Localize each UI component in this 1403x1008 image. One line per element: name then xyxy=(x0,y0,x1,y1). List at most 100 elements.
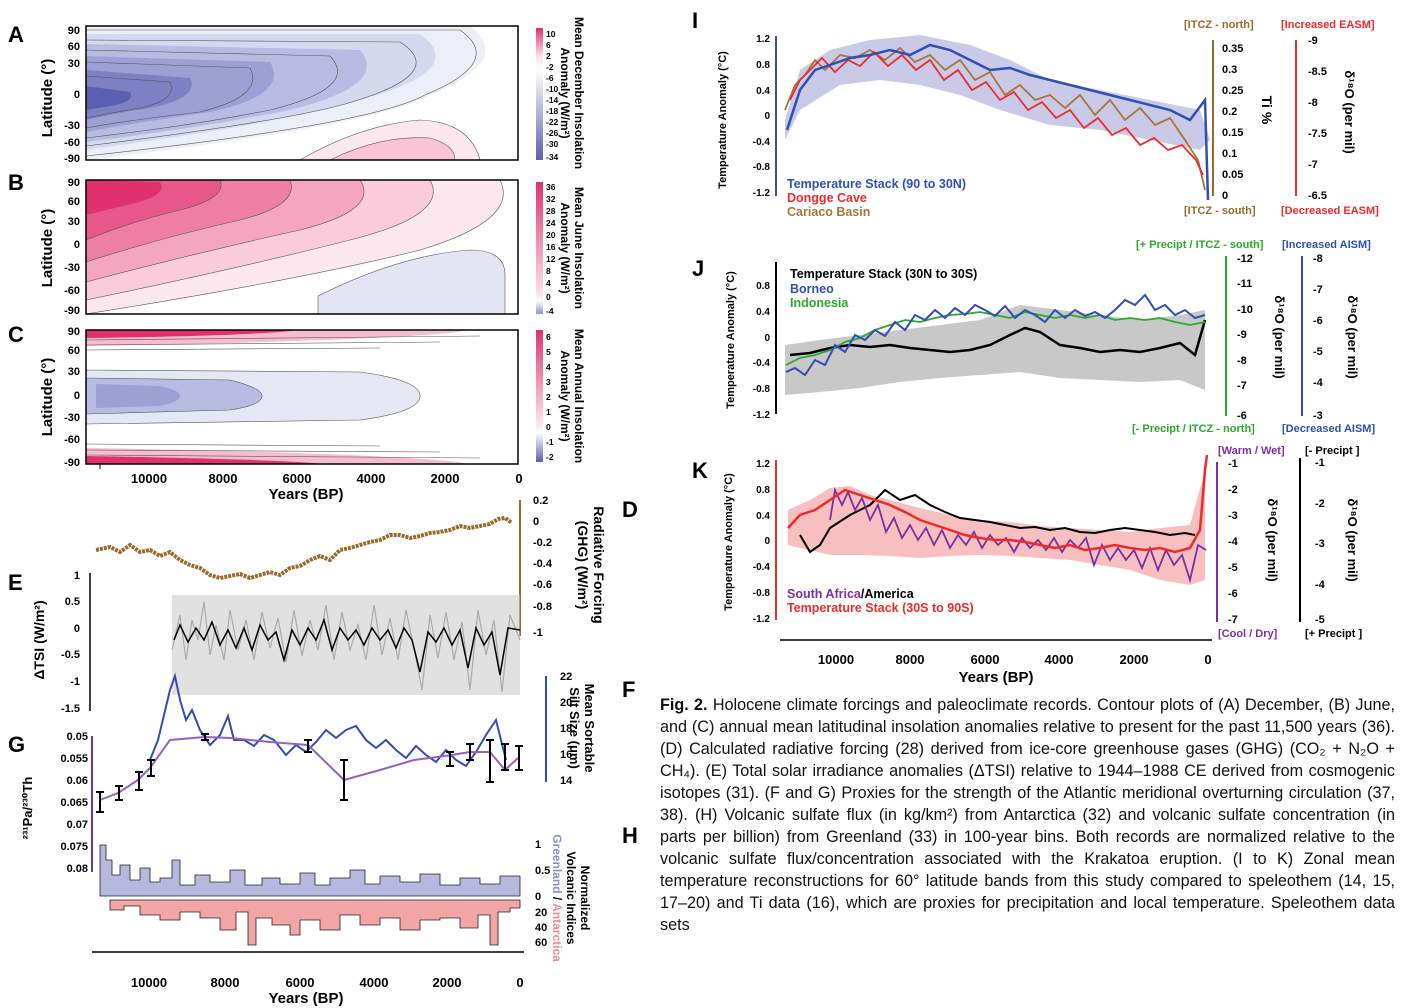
ylabel-b: Latitude (°) xyxy=(39,209,56,288)
svg-text:0: 0 xyxy=(74,390,80,402)
svg-text:[Cool / Dry]: [Cool / Dry] xyxy=(1218,628,1278,640)
svg-text:0: 0 xyxy=(516,975,523,990)
panel-k: K Temperature Anomaly (°C) 1.2 0.8 0.4 0… xyxy=(692,445,1362,686)
panel-label-h: H xyxy=(622,823,638,848)
svg-text:2000: 2000 xyxy=(431,471,460,486)
panel-label-g: G xyxy=(8,732,25,757)
svg-text:[+ Precipt / ITCZ - south]: [+ Precipt / ITCZ - south] xyxy=(1136,239,1264,251)
svg-text:-18: -18 xyxy=(546,106,559,116)
svg-text:5: 5 xyxy=(546,347,551,357)
svg-text:[Decreased AISM]: [Decreased AISM] xyxy=(1282,423,1375,435)
svg-text:0: 0 xyxy=(515,471,522,486)
svg-text:0.8: 0.8 xyxy=(756,281,770,292)
svg-text:-2: -2 xyxy=(546,452,554,462)
caption-text: Holocene climate forcings and paleoclima… xyxy=(660,696,1395,934)
legend-borneo: Borneo xyxy=(790,282,834,296)
svg-text:0.2: 0.2 xyxy=(1222,106,1237,118)
legend-temp-stack-j: Temperature Stack (30N to 30S) xyxy=(790,267,977,281)
svg-text:δ¹⁸O (per mil): δ¹⁸O (per mil) xyxy=(1272,295,1287,378)
svg-text:20: 20 xyxy=(546,230,556,240)
svg-text:-7: -7 xyxy=(1308,159,1318,171)
svg-text:16: 16 xyxy=(560,749,572,761)
svg-text:4000: 4000 xyxy=(357,471,386,486)
svg-text:22: 22 xyxy=(560,671,572,683)
colorbar-b xyxy=(536,182,543,314)
svg-text:0.055: 0.055 xyxy=(60,753,88,765)
svg-text:2: 2 xyxy=(546,392,551,402)
svg-text:-22: -22 xyxy=(546,117,559,127)
svg-text:8000: 8000 xyxy=(896,652,925,667)
svg-text:0: 0 xyxy=(74,239,80,251)
panel-f: F 22 20 18 16 14 Mean Sortable Silt Size… xyxy=(149,671,635,787)
svg-text:-9: -9 xyxy=(1308,35,1318,47)
legend-temp-stack-i: Temperature Stack (90 to 30N) xyxy=(787,177,966,191)
svg-text:0: 0 xyxy=(546,292,551,302)
svg-text:24: 24 xyxy=(546,218,556,228)
svg-text:-8: -8 xyxy=(1313,253,1323,265)
x-axis-ik: 10000 8000 6000 4000 2000 0 Years (BP) xyxy=(780,639,1212,686)
svg-text:-5: -5 xyxy=(1228,562,1238,574)
panel-e: E 1 0.5 0 -0.5 -1 -1.5 ΔTSI (W/m²) xyxy=(8,570,521,715)
svg-text:-6.5: -6.5 xyxy=(1308,190,1327,202)
svg-text:1.2: 1.2 xyxy=(756,34,770,45)
svg-text:-0.4: -0.4 xyxy=(533,558,553,570)
svg-text:8000: 8000 xyxy=(211,975,240,990)
svg-text:40: 40 xyxy=(535,922,547,934)
lat-tick: -30 xyxy=(64,120,80,132)
svg-text:32: 32 xyxy=(546,194,556,204)
svg-text:-6: -6 xyxy=(546,73,554,83)
svg-text:0: 0 xyxy=(535,891,541,903)
svg-text:0.15: 0.15 xyxy=(1222,127,1243,139)
legend-south-africa-america: South Africa/America xyxy=(787,587,915,601)
svg-text:-0.8: -0.8 xyxy=(753,384,771,395)
svg-text:1: 1 xyxy=(535,839,541,851)
panel-label-c: C xyxy=(8,322,24,347)
panel-g: G 0.05 0.055 0.06 0.065 0.07 0.075 0.08 … xyxy=(8,731,523,875)
svg-text:4: 4 xyxy=(546,362,551,372)
svg-text:0: 0 xyxy=(546,422,551,432)
x-label-ik: Years (BP) xyxy=(958,669,1033,686)
svg-text:1: 1 xyxy=(546,407,551,417)
svg-text:-90: -90 xyxy=(64,457,80,469)
svg-text:-34: -34 xyxy=(546,152,559,162)
svg-text:[ITCZ - north]: [ITCZ - north] xyxy=(1184,19,1254,31)
svg-text:-5: -5 xyxy=(1315,614,1325,626)
svg-text:-3: -3 xyxy=(1228,510,1238,522)
x-label-dh: Years (BP) xyxy=(268,990,343,1007)
colorbar-title-a: Mean December Insolation xyxy=(572,17,586,169)
svg-text:-2: -2 xyxy=(1228,484,1238,496)
svg-text:0.05: 0.05 xyxy=(1222,169,1243,181)
svg-text:-7: -7 xyxy=(1313,284,1323,296)
svg-text:0.25: 0.25 xyxy=(1222,85,1243,97)
svg-text:-26: -26 xyxy=(546,128,559,138)
svg-text:-1: -1 xyxy=(70,676,80,688)
svg-text:0.8: 0.8 xyxy=(756,60,770,71)
panel-label-j: J xyxy=(692,256,704,281)
svg-text:36: 36 xyxy=(546,182,556,192)
ylabel-g: ²³¹Pa/²³⁰Th xyxy=(20,777,35,840)
svg-text:-4: -4 xyxy=(1313,377,1324,389)
svg-text:0: 0 xyxy=(1204,652,1211,667)
panel-label-i: I xyxy=(692,8,698,33)
svg-text:1: 1 xyxy=(74,570,80,582)
svg-text:-10: -10 xyxy=(546,84,559,94)
svg-text:-12: -12 xyxy=(1237,253,1253,265)
svg-text:0.8: 0.8 xyxy=(756,485,770,496)
svg-text:δ¹⁸O (per mil): δ¹⁸O (per mil) xyxy=(1265,498,1280,581)
svg-text:-1.5: -1.5 xyxy=(61,703,80,715)
svg-text:0.08: 0.08 xyxy=(67,863,88,875)
svg-text:6000: 6000 xyxy=(971,652,1000,667)
lat-tick: -90 xyxy=(64,153,80,165)
svg-text:-14: -14 xyxy=(546,95,559,105)
svg-text:-8: -8 xyxy=(1237,355,1247,367)
panel-h: H 1 0.5 0 20 40 60 Normalized Volcanic I… xyxy=(92,823,638,1007)
svg-text:4000: 4000 xyxy=(360,975,389,990)
svg-text:-0.4: -0.4 xyxy=(753,358,771,369)
svg-text:-3: -3 xyxy=(1315,538,1325,550)
ylabel-i: Temperature Anomaly (°C) xyxy=(717,51,729,189)
svg-text:2000: 2000 xyxy=(433,975,462,990)
svg-text:90: 90 xyxy=(68,326,80,338)
svg-text:16: 16 xyxy=(546,242,556,252)
panel-i: I Temperature Anomaly (°C) 1.2 0.8 0.4 0… xyxy=(692,8,1379,219)
